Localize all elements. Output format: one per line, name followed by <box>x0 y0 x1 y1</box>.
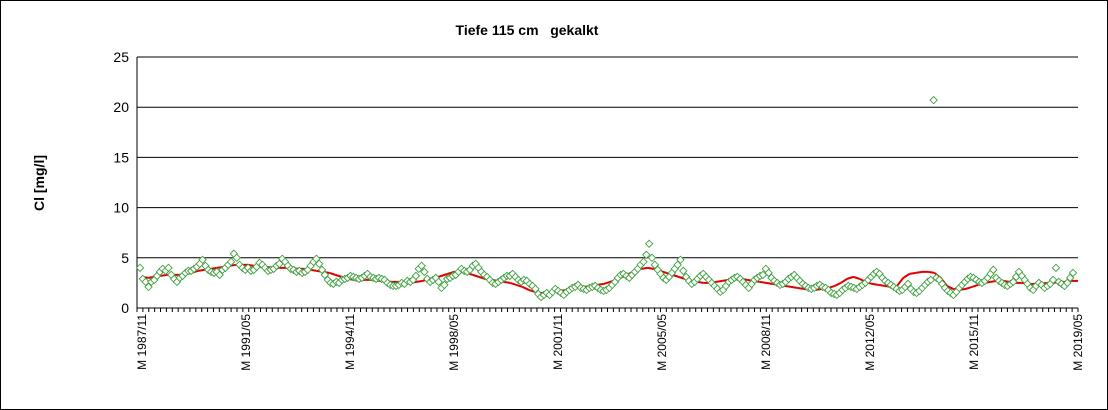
data-point <box>531 284 540 294</box>
x-tick-label: M 2008/11 <box>759 314 773 370</box>
data-point <box>639 257 648 267</box>
trend-segment <box>715 279 723 283</box>
y-tick-labels: 0 5 10 15 20 25 <box>113 49 129 316</box>
trend-segment <box>759 280 767 284</box>
trend-segment <box>853 275 860 280</box>
trend-segment <box>416 279 423 283</box>
trend-segment <box>472 273 480 278</box>
data-point <box>1063 278 1072 288</box>
data-point <box>1009 277 1018 287</box>
data-point <box>317 265 327 275</box>
trend-segment <box>909 271 916 275</box>
data-point <box>164 263 173 273</box>
data-point <box>1048 275 1058 285</box>
y-tick-label: 0 <box>121 300 129 316</box>
data-point <box>929 95 938 105</box>
trend-segment <box>516 283 523 288</box>
trend-segment <box>965 285 973 290</box>
data-point <box>673 260 682 270</box>
data-point <box>411 271 421 281</box>
data-point <box>312 254 321 264</box>
y-tick-label: 20 <box>113 99 129 115</box>
trend-segment <box>641 266 648 270</box>
trend-segment <box>871 282 879 286</box>
x-tick-label: M 2015/11 <box>967 314 981 370</box>
x-tick-label: M 2019/05 <box>1071 314 1085 371</box>
chart-title: Tiefe 115 cm gekalkt <box>456 22 599 38</box>
x-tick-label: M 1987/11 <box>135 314 149 370</box>
trend-segment <box>834 281 842 287</box>
trend-segment <box>846 275 854 280</box>
data-point <box>232 253 241 263</box>
x-tick-label: M 2005/05 <box>655 314 669 371</box>
y-tick-label: 5 <box>121 250 129 266</box>
data-point <box>1065 273 1075 283</box>
data-point <box>1068 268 1078 278</box>
trend-segment <box>971 283 979 288</box>
data-point <box>642 250 651 260</box>
data-point <box>314 259 324 269</box>
trend-segment <box>765 281 773 285</box>
trend-segment <box>784 284 792 288</box>
y-tick-label: 15 <box>113 149 129 165</box>
x-tick-label: M 1998/05 <box>447 314 461 371</box>
data-point <box>903 279 913 289</box>
x-tick-label: M 1991/05 <box>239 314 253 371</box>
data-point <box>135 263 145 273</box>
trend-segment <box>896 277 905 287</box>
data-point <box>679 266 688 276</box>
x-tick-label: M 2012/05 <box>863 314 877 371</box>
data-point <box>440 280 449 290</box>
data-point <box>644 239 654 248</box>
trend-segment <box>878 283 885 287</box>
data-point <box>141 277 150 287</box>
data-point <box>647 253 657 263</box>
y-axis-label: Cl [mg/l] <box>31 155 47 211</box>
trend-segment <box>335 273 342 278</box>
trend-segment <box>928 270 935 274</box>
x-tick-label: M 2001/11 <box>551 314 565 370</box>
x-tick-label: M 1994/11 <box>343 314 357 370</box>
trend-segment <box>840 278 848 284</box>
trend-segment <box>603 280 611 285</box>
trend-segment <box>797 286 804 290</box>
data-point <box>198 255 207 265</box>
point-series <box>135 95 1078 302</box>
trend-segment <box>902 273 911 279</box>
data-point <box>144 282 153 292</box>
trend-segment <box>198 268 205 272</box>
trend-segment <box>522 286 530 291</box>
trend-segment <box>328 271 336 276</box>
trend-segment <box>441 272 449 277</box>
data-point <box>417 261 426 271</box>
trend-segment <box>503 280 511 284</box>
x-axis: M 1987/11 M 1991/05 M 1994/11 M 1998/05 M 20… <box>135 57 1085 371</box>
y-tick-label: 25 <box>113 49 129 65</box>
trend-segment <box>160 273 168 277</box>
data-point <box>650 260 660 270</box>
data-point <box>226 257 236 267</box>
data-point <box>215 270 224 280</box>
data-point <box>1051 263 1061 273</box>
trend-segment <box>946 285 954 290</box>
data-point <box>989 265 998 275</box>
trend-segment <box>915 270 923 274</box>
gridlines <box>137 56 1078 309</box>
data-point <box>420 267 429 277</box>
data-point <box>676 255 685 265</box>
data-point <box>320 270 330 280</box>
y-tick-label: 10 <box>113 200 129 216</box>
data-point <box>764 268 773 278</box>
trend-segment <box>790 285 798 289</box>
data-point <box>434 277 443 287</box>
trend-segment <box>509 281 517 286</box>
trend-segment <box>647 266 654 270</box>
